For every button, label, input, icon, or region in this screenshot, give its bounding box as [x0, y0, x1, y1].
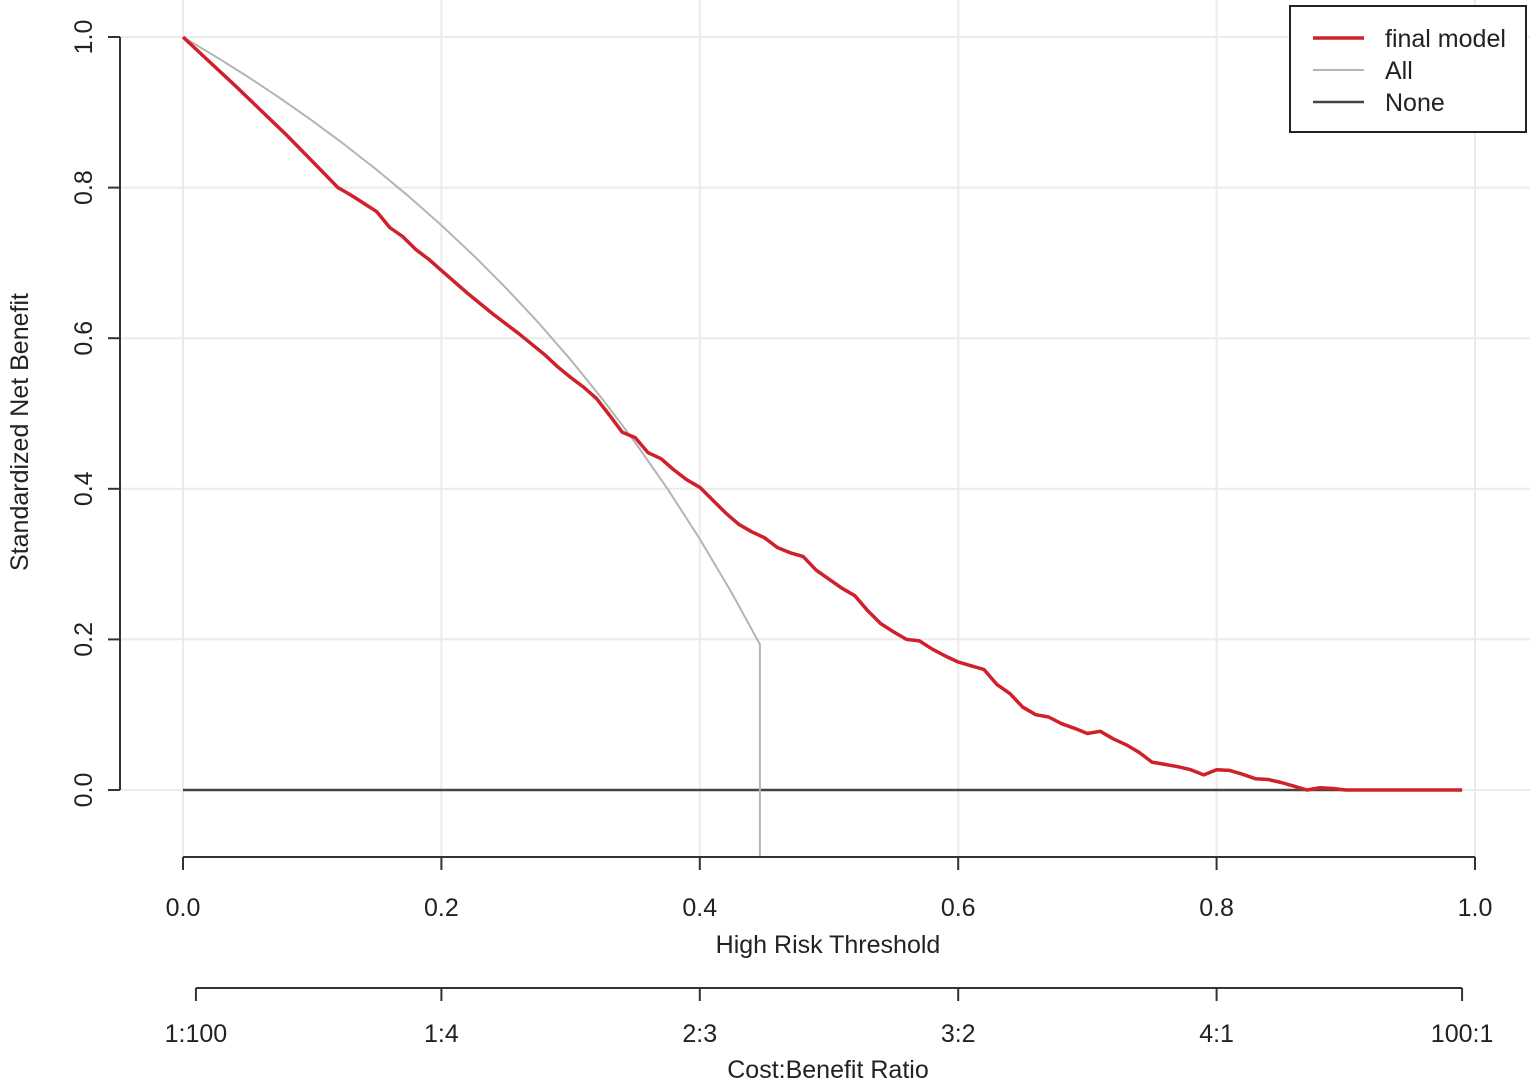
- x-tick-label: 0.6: [941, 894, 976, 922]
- cost-benefit-tick-label: 3:2: [941, 1020, 976, 1048]
- y-tick-label: 1.0: [70, 20, 98, 55]
- legend-label-all: All: [1385, 57, 1413, 85]
- cost-benefit-tick-label: 4:1: [1199, 1020, 1234, 1048]
- x-axis: 0.0 0.2 0.4 0.6 0.8 1.0: [166, 856, 1493, 922]
- cost-benefit-tick-label: 2:3: [682, 1020, 717, 1048]
- legend: final model All None: [1289, 5, 1527, 133]
- cost-benefit-tick-label: 1:100: [165, 1020, 228, 1048]
- series-layer: [181, 35, 1463, 857]
- series-line-all: [182, 36, 761, 857]
- y-tick-label: 0.2: [70, 622, 98, 657]
- cost-benefit-tick-label: 100:1: [1431, 1020, 1494, 1048]
- x-axis-title: High Risk Threshold: [716, 931, 941, 959]
- cost-benefit-axis-title: Cost:Benefit Ratio: [727, 1056, 929, 1084]
- series-line-final-model: [181, 35, 1463, 792]
- y-tick-label: 0.0: [70, 773, 98, 808]
- x-tick-label: 0.2: [424, 894, 459, 922]
- x-tick-label: 0.8: [1199, 894, 1234, 922]
- x-tick-label: 1.0: [1458, 894, 1493, 922]
- y-tick-label: 0.4: [70, 471, 98, 506]
- legend-label-final-model: final model: [1385, 25, 1506, 53]
- y-tick-label: 0.8: [70, 170, 98, 205]
- x-tick-label: 0.4: [682, 894, 717, 922]
- cost-benefit-tick-label: 1:4: [424, 1020, 459, 1048]
- x-tick-label: 0.0: [166, 894, 201, 922]
- legend-label-none: None: [1385, 89, 1445, 117]
- cost-benefit-axis: 1:100 1:4 2:3 3:2 4:1 100:1: [165, 987, 1494, 1048]
- y-tick-label: 0.6: [70, 321, 98, 356]
- y-axis-title: Standardized Net Benefit: [6, 293, 34, 571]
- y-axis: 0.0 0.2 0.4 0.6 0.8 1.0: [70, 20, 121, 808]
